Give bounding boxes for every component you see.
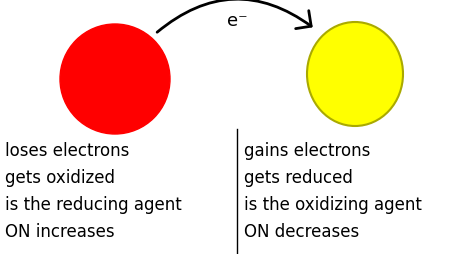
Ellipse shape [307,23,403,126]
Text: e⁻: e⁻ [227,12,247,30]
FancyArrowPatch shape [157,0,311,33]
Text: is the reducing agent: is the reducing agent [5,195,182,213]
Text: is the oxidizing agent: is the oxidizing agent [244,195,422,213]
Text: gets oxidized: gets oxidized [5,168,115,186]
Text: ON decreases: ON decreases [244,222,359,240]
Text: gets reduced: gets reduced [244,168,353,186]
Text: loses electrons: loses electrons [5,141,129,159]
Text: ON increases: ON increases [5,222,115,240]
Ellipse shape [60,25,170,134]
Text: gains electrons: gains electrons [244,141,370,159]
